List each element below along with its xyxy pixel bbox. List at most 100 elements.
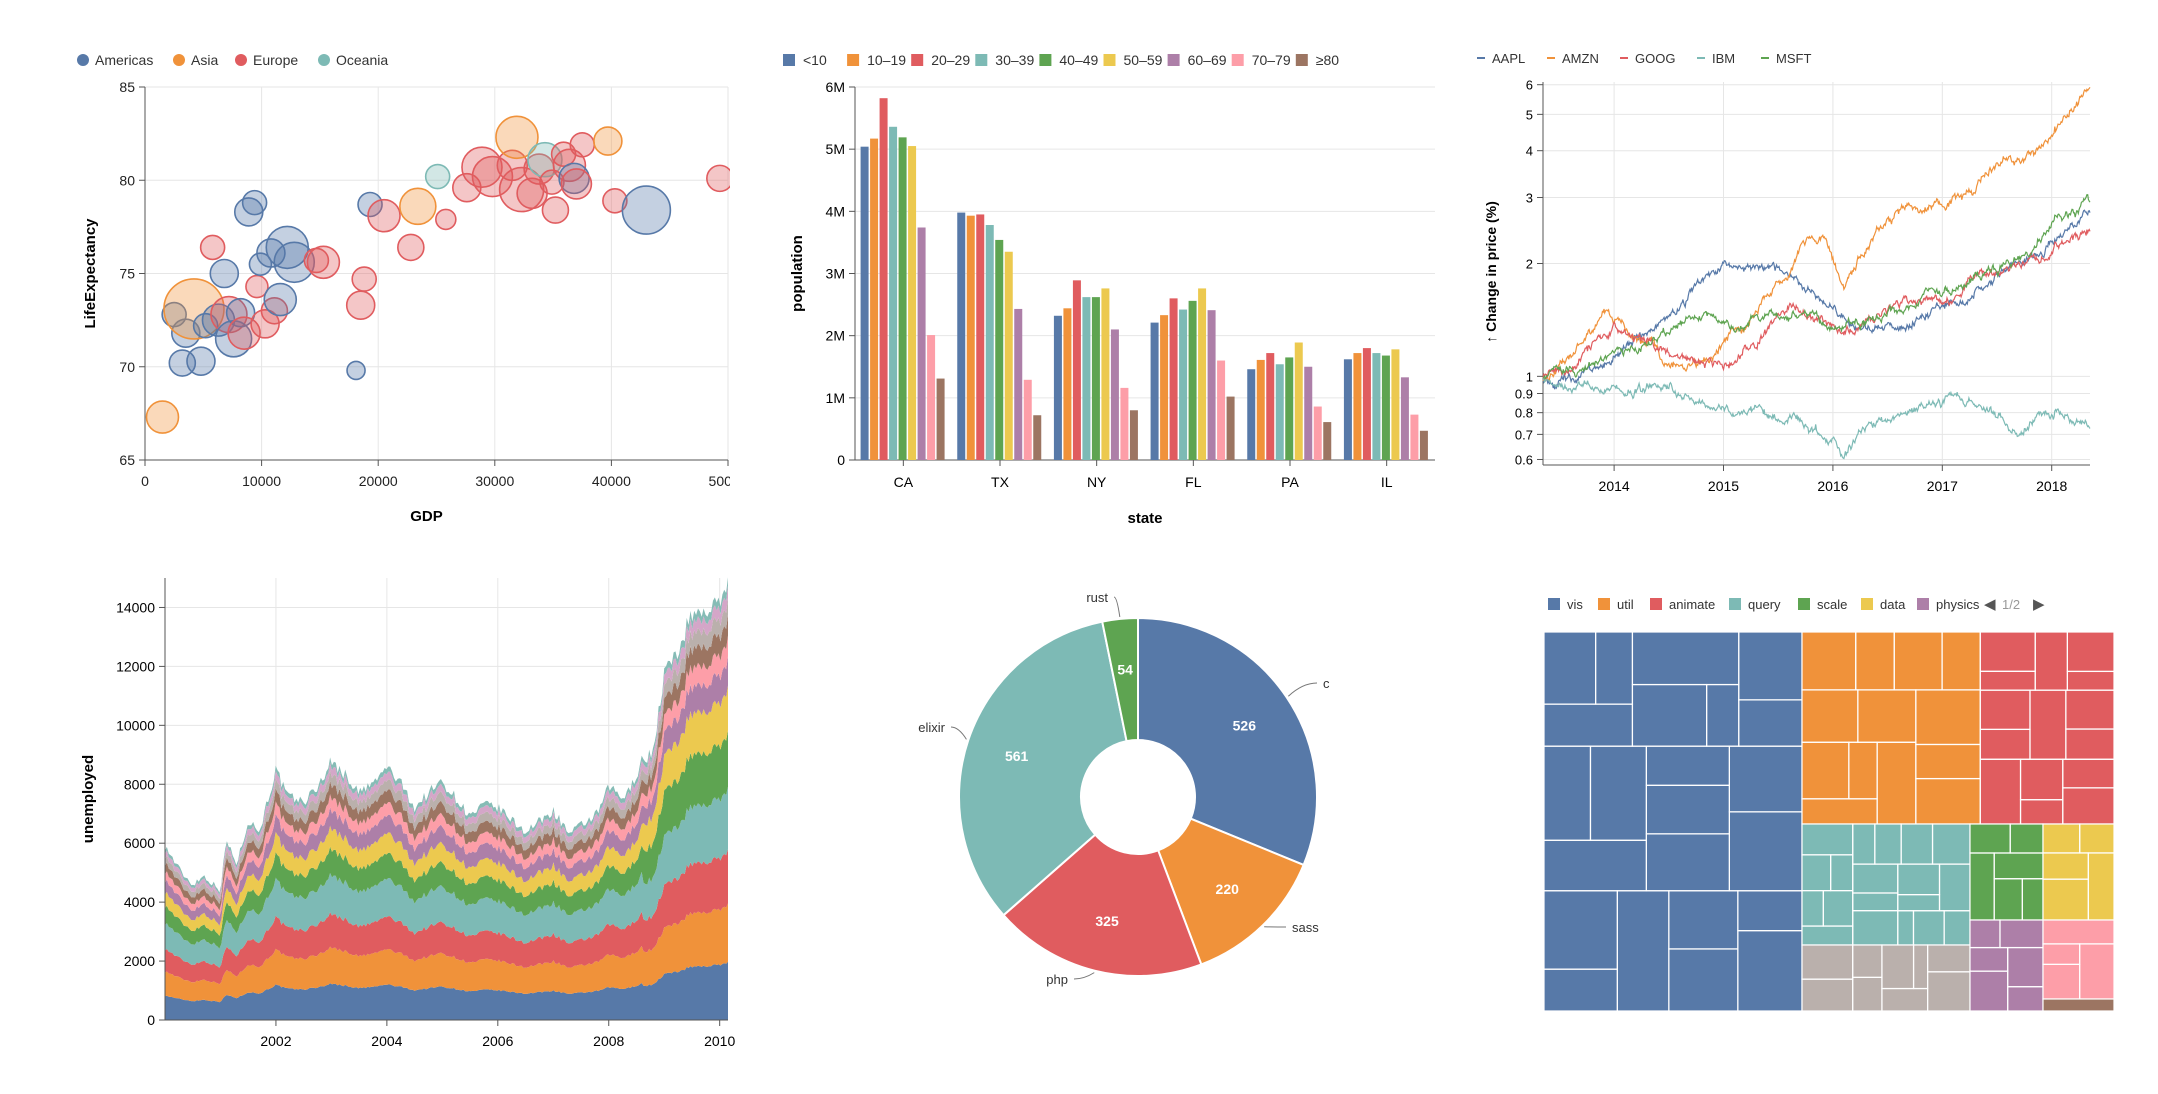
slice-value-elixir: 561 <box>1005 748 1029 764</box>
x-tick-label: 2006 <box>482 1033 513 1049</box>
legend-label: GOOG <box>1635 51 1675 66</box>
bubble-chart: Americas Asia Europe Oceania 0 10000 20000 3000… <box>77 52 730 525</box>
y-tick-label: 0.7 <box>1515 427 1533 442</box>
y-tick-label: 0 <box>147 1012 155 1028</box>
bar-il <box>1419 430 1428 460</box>
legend-swatch <box>847 54 860 66</box>
legend-item-3: 30–39 <box>975 52 1034 68</box>
legend-swatch <box>1861 598 1873 610</box>
y-tick-label: 12000 <box>116 658 155 674</box>
bar-tx <box>1004 251 1013 460</box>
bar-pa <box>1313 406 1322 460</box>
y-tick-label: 4 <box>1526 144 1533 159</box>
bar-fl <box>1160 315 1169 460</box>
bar-pa <box>1256 359 1265 460</box>
slice-label-sass: sass <box>1292 920 1319 935</box>
x-tick-label: 2008 <box>593 1033 624 1049</box>
legend-label: ≥80 <box>1316 52 1339 68</box>
leader-line <box>1287 682 1318 697</box>
slice-value-rust: 54 <box>1117 662 1133 678</box>
legend-item-5: 50–59 <box>1103 52 1163 68</box>
grouped-bar-chart: <10 10–19 20–29 30–39 40–49 50–59 60–69 70–79 ≥8… <box>783 52 1435 527</box>
bar-il <box>1381 355 1390 460</box>
tile-leaf <box>1801 890 1824 927</box>
legend-item-goog: GOOG <box>1620 51 1675 66</box>
bar-il <box>1391 349 1400 460</box>
bubble-point <box>273 241 316 284</box>
bubble-point <box>435 208 457 231</box>
x-tick-label: 20000 <box>359 473 398 489</box>
bar-fl <box>1188 300 1197 460</box>
legend-item-aapl: AAPL <box>1477 51 1525 66</box>
bar-ny <box>1120 387 1129 460</box>
legend-swatch <box>1548 598 1560 610</box>
y-tick-label: 0.6 <box>1515 452 1533 467</box>
tile-leaf <box>1706 683 1740 747</box>
y-tick-label: 85 <box>119 79 135 95</box>
slice-sass <box>1156 817 1305 966</box>
leader-line <box>1073 972 1095 980</box>
y-axis-title: ↑ Change in price (%) <box>1483 201 1499 343</box>
bubble-point <box>186 346 216 376</box>
bar-fl <box>1226 396 1235 460</box>
legend-label: scale <box>1817 597 1847 612</box>
legend-label: vis <box>1567 597 1583 612</box>
legend-item-msft: MSFT <box>1761 51 1811 66</box>
bar-pa <box>1294 342 1303 460</box>
slice-value-sass: 220 <box>1216 881 1240 897</box>
legend-swatch <box>1598 598 1610 610</box>
legend-swatch <box>1798 598 1810 610</box>
legend-item-amzn: AMZN <box>1547 51 1599 66</box>
bar-ny <box>1101 288 1110 460</box>
legend-swatch <box>1917 598 1929 610</box>
bubble-point <box>399 187 437 226</box>
tile-leaf <box>1848 741 1878 800</box>
y-axis-title: population <box>789 235 806 312</box>
bar-tx <box>966 215 975 460</box>
tile-leaf <box>1595 631 1634 705</box>
bubble-point <box>560 168 593 200</box>
line-ibm <box>1542 378 2091 460</box>
bubble-point <box>397 233 425 262</box>
bubble-point <box>552 148 587 183</box>
y-tick-label: 14000 <box>116 599 155 615</box>
slice-label-c: c <box>1323 676 1330 691</box>
bar-ca <box>860 146 869 460</box>
bubble-point <box>424 163 451 190</box>
y-tick-label: 0.8 <box>1515 406 1533 421</box>
bar-ny <box>1053 315 1062 460</box>
bar-ny <box>1091 297 1100 460</box>
y-tick-label: 10000 <box>116 717 155 733</box>
bar-fl <box>1198 288 1207 460</box>
leader-line <box>950 726 967 740</box>
tile-leaf <box>1979 670 2036 691</box>
tile-leaf <box>1855 631 1895 691</box>
y-tick-label: 70 <box>119 359 135 375</box>
bar-tx <box>995 239 1004 460</box>
bar-pa <box>1285 357 1294 460</box>
tile-group-display <box>2042 919 2115 1000</box>
bubble-point <box>357 191 383 218</box>
bar-tx <box>985 225 994 460</box>
tile-leaf <box>1852 976 1883 1012</box>
bar-fl <box>1150 322 1159 460</box>
legend-label: util <box>1617 597 1634 612</box>
bar-fl <box>1217 360 1226 460</box>
bubble-point <box>263 282 298 317</box>
legend-swatch <box>235 54 247 66</box>
donut-chart: 526 c 220 sass 325 php 561 elixir 54 rust <box>918 590 1330 987</box>
x-axis-title: state <box>1127 510 1162 527</box>
tile-group-scale <box>1969 823 2044 921</box>
bubble-point <box>471 155 514 198</box>
legend-item-0: <10 <box>783 52 827 68</box>
bubble-point <box>145 400 180 434</box>
bubble-point <box>367 198 401 233</box>
bar-fl <box>1169 298 1178 460</box>
legend-label: 50–59 <box>1124 52 1163 68</box>
bar-ca <box>917 227 926 460</box>
slice-value-php: 325 <box>1095 913 1119 929</box>
tile-group-other <box>2042 998 2115 1012</box>
tile-group-physics <box>1969 919 2044 1012</box>
legend-label: Americas <box>95 52 153 68</box>
y-tick-label: 0.9 <box>1515 386 1533 401</box>
